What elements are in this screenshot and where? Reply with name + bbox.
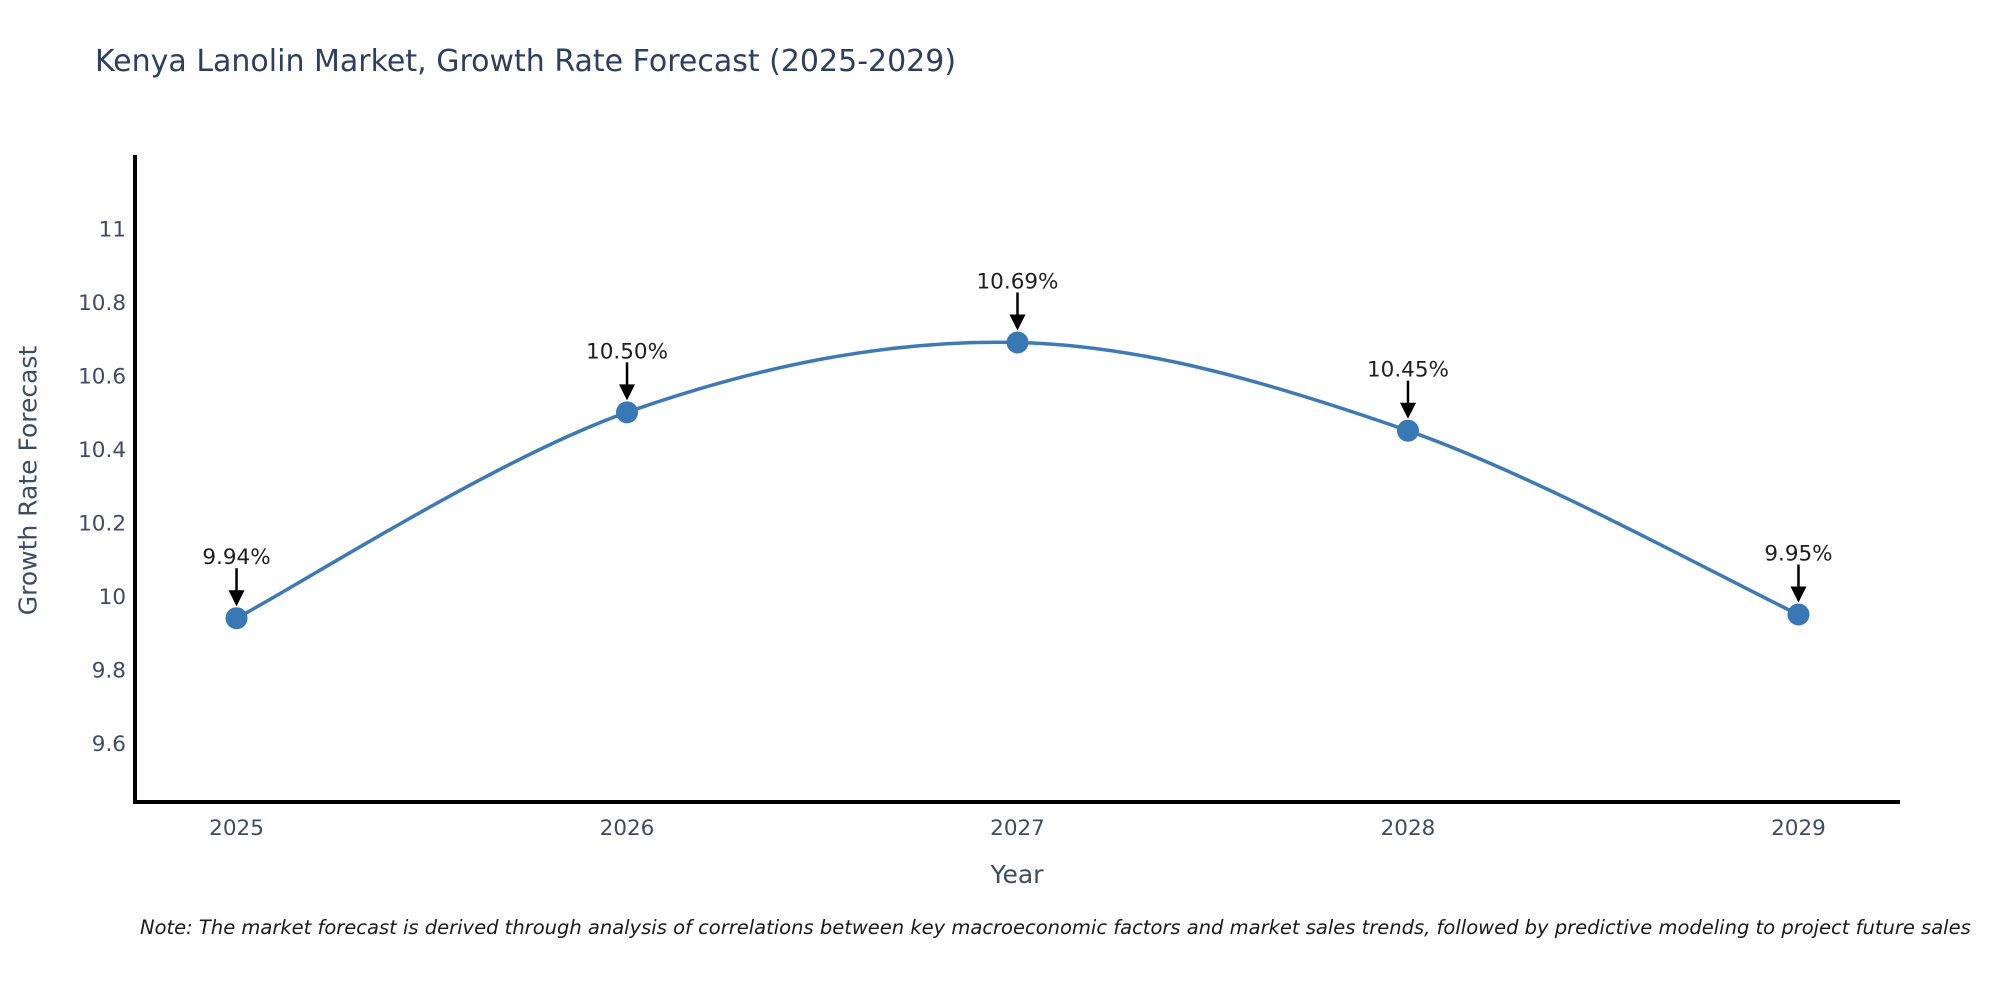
y-tick-label: 11 — [99, 218, 126, 243]
x-tick-label: 2027 — [990, 816, 1045, 841]
annotation-value-label: 9.95% — [1764, 542, 1832, 567]
x-tick-label: 2029 — [1771, 816, 1826, 841]
annotation-arrow-head — [619, 384, 636, 401]
y-tick-label: 10.4 — [78, 438, 126, 463]
annotation-value-label: 10.45% — [1367, 358, 1449, 383]
annotation-arrow-head — [1399, 402, 1416, 419]
data-point-marker — [616, 401, 639, 424]
data-point-marker — [225, 607, 248, 630]
x-tick-label: 2025 — [209, 816, 264, 841]
data-point-marker — [1787, 603, 1810, 626]
y-tick-label: 10.2 — [78, 512, 126, 537]
annotation-arrow-head — [1790, 586, 1807, 603]
trend-line — [235, 340, 1800, 620]
data-point-marker — [1396, 419, 1419, 442]
annotation-arrow-head — [1009, 314, 1026, 331]
x-tick-label: 2026 — [600, 816, 655, 841]
footnote: Note: The market forecast is derived thr… — [140, 916, 1971, 939]
chart-title: Kenya Lanolin Market, Growth Rate Foreca… — [95, 44, 957, 79]
annotation-arrow-head — [228, 590, 245, 607]
y-tick-label: 10.8 — [78, 291, 126, 316]
y-tick-label: 9.8 — [92, 659, 126, 684]
y-tick-label: 9.6 — [92, 732, 126, 757]
y-tick-label: 10 — [99, 585, 126, 610]
annotation-value-label: 10.69% — [977, 269, 1059, 294]
data-point-marker — [1006, 331, 1029, 354]
annotation-value-label: 9.94% — [202, 545, 270, 570]
annotation-value-label: 10.50% — [586, 339, 668, 364]
y-tick-label: 10.6 — [78, 365, 126, 390]
x-tick-label: 2028 — [1381, 816, 1436, 841]
x-axis-title: Year — [990, 860, 1044, 889]
